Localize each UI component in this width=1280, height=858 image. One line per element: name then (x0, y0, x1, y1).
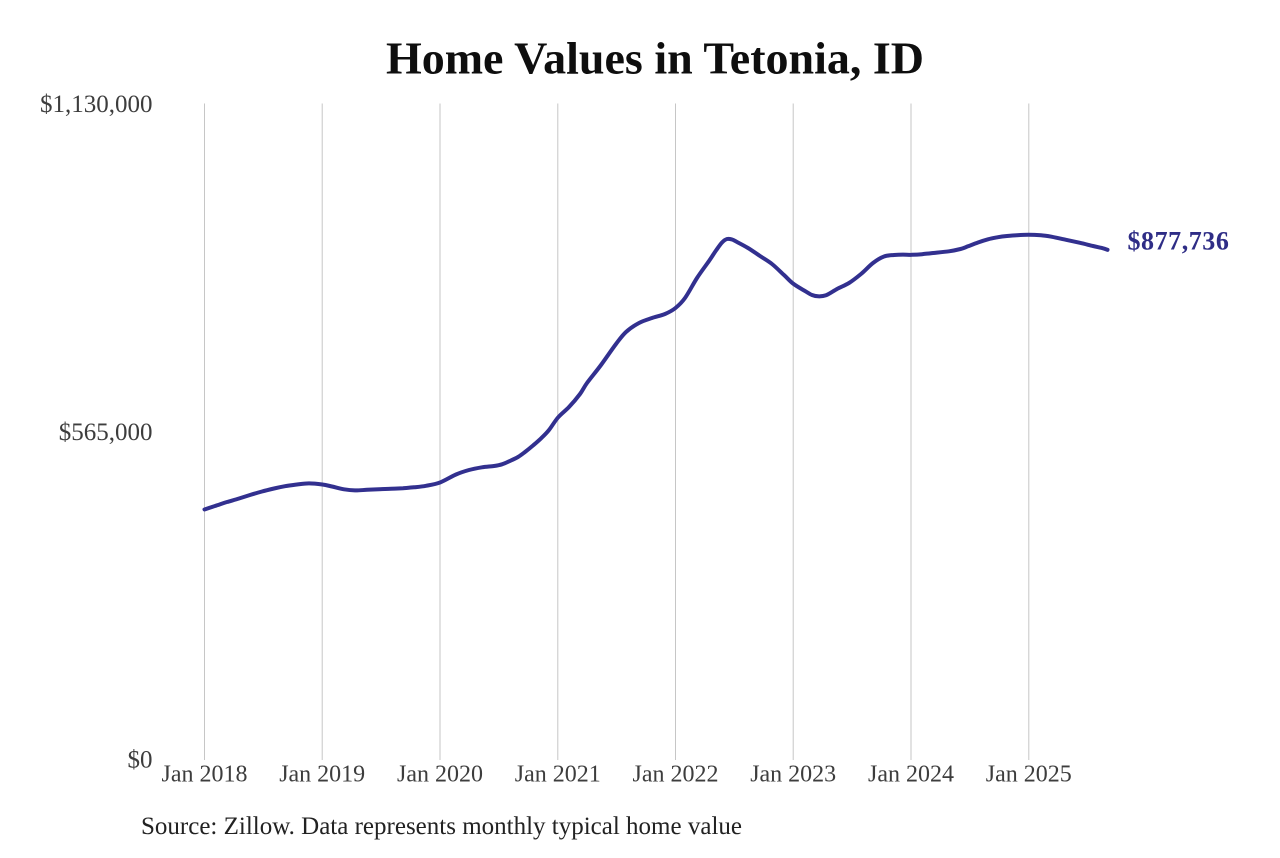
svg-text:Jan 2022: Jan 2022 (633, 762, 719, 788)
svg-text:Jan 2020: Jan 2020 (397, 762, 483, 788)
svg-text:Jan 2021: Jan 2021 (515, 762, 601, 788)
svg-text:Jan 2018: Jan 2018 (162, 762, 248, 788)
svg-text:Source: Zillow. Data represent: Source: Zillow. Data represents monthly … (141, 813, 742, 840)
svg-text:$0: $0 (128, 747, 153, 774)
svg-text:$565,000: $565,000 (59, 419, 153, 446)
svg-text:Jan 2019: Jan 2019 (279, 762, 365, 788)
svg-text:$877,736: $877,736 (1128, 227, 1230, 256)
svg-text:Jan 2025: Jan 2025 (986, 762, 1072, 788)
svg-text:Jan 2023: Jan 2023 (750, 762, 836, 788)
svg-text:Home Values in Tetonia, ID: Home Values in Tetonia, ID (386, 33, 924, 84)
svg-text:Jan 2024: Jan 2024 (868, 762, 954, 788)
svg-text:$1,130,000: $1,130,000 (40, 91, 153, 118)
